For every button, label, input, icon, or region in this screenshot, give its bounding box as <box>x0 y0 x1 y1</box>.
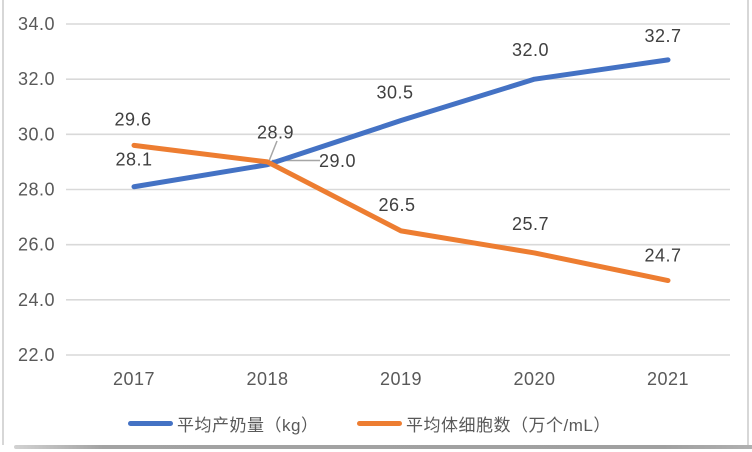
data-label: 32.7 <box>644 26 681 46</box>
y-axis-tick-label: 30.0 <box>18 124 55 144</box>
data-label: 28.9 <box>257 123 294 143</box>
x-axis-tick-label: 2021 <box>647 369 689 389</box>
y-axis-tick-label: 24.0 <box>18 290 55 310</box>
data-label: 26.5 <box>378 195 415 215</box>
label-leader-line <box>268 140 278 162</box>
series-line-somatic-cell <box>131 142 671 284</box>
window-bottom-edge <box>14 445 752 449</box>
legend-item-somatic-cell: 平均体细胞数（万个/mL） <box>357 412 611 435</box>
x-axis-tick-label: 2020 <box>513 369 555 389</box>
x-axis-tick-label: 2017 <box>113 369 155 389</box>
y-axis-tick-label: 26.0 <box>18 235 55 255</box>
legend-label-milk-yield: 平均产奶量（kg） <box>177 415 319 435</box>
window-right-edge <box>747 0 749 445</box>
data-label: 24.7 <box>644 246 681 266</box>
data-label: 28.1 <box>115 150 152 170</box>
x-axis-tick-label: 2019 <box>380 369 422 389</box>
x-axis-tick-label: 2018 <box>246 369 288 389</box>
data-label: 25.7 <box>512 214 549 234</box>
legend: 平均产奶量（kg） 平均体细胞数（万个/mL） <box>0 412 752 435</box>
y-axis-tick-label: 34.0 <box>18 14 55 34</box>
data-label: 32.0 <box>512 40 549 60</box>
y-axis-tick-label: 32.0 <box>18 69 55 89</box>
legend-label-somatic-cell: 平均体细胞数（万个/mL） <box>406 415 611 435</box>
series-line-milk-yield <box>131 57 671 190</box>
legend-swatch-milk-yield <box>128 420 173 426</box>
window-left-edge <box>2 0 4 445</box>
data-label: 30.5 <box>376 83 413 103</box>
y-axis-tick-label: 28.0 <box>18 180 55 200</box>
data-label: 29.6 <box>114 109 151 129</box>
legend-item-milk-yield: 平均产奶量（kg） <box>128 412 319 435</box>
data-label: 29.0 <box>319 151 356 171</box>
legend-swatch-somatic-cell <box>357 420 402 426</box>
y-axis-tick-label: 22.0 <box>18 345 55 365</box>
